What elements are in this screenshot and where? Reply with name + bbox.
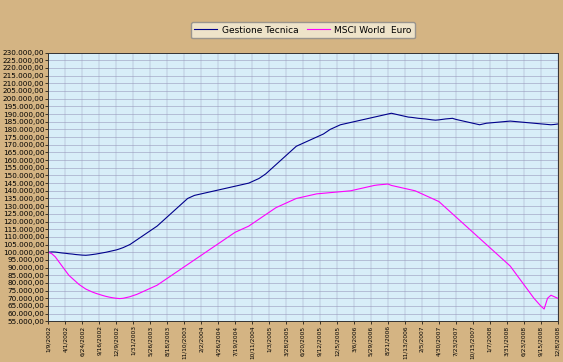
MSCI World  Euro xyxy=(225,235,232,239)
Gestione Tecnica xyxy=(82,253,89,257)
MSCI World  Euro xyxy=(385,182,391,186)
MSCI World  Euro xyxy=(293,196,300,201)
Legend: Gestione Tecnica, MSCI World  Euro: Gestione Tecnica, MSCI World Euro xyxy=(191,22,415,38)
Gestione Tecnica xyxy=(358,118,364,122)
Line: MSCI World  Euro: MSCI World Euro xyxy=(48,184,558,309)
MSCI World  Euro xyxy=(45,250,52,254)
MSCI World  Euro xyxy=(354,187,361,191)
Gestione Tecnica xyxy=(388,111,395,115)
Gestione Tecnica xyxy=(408,115,415,119)
Gestione Tecnica xyxy=(45,250,52,254)
MSCI World  Euro xyxy=(555,296,561,300)
Gestione Tecnica xyxy=(371,115,378,119)
Gestione Tecnica xyxy=(551,122,558,127)
MSCI World  Euro xyxy=(405,187,412,191)
Gestione Tecnica xyxy=(555,122,561,126)
Gestione Tecnica xyxy=(229,185,235,189)
Line: Gestione Tecnica: Gestione Tecnica xyxy=(48,113,558,255)
MSCI World  Euro xyxy=(368,184,374,188)
MSCI World  Euro xyxy=(541,307,548,311)
MSCI World  Euro xyxy=(551,295,558,299)
Gestione Tecnica xyxy=(296,143,303,147)
